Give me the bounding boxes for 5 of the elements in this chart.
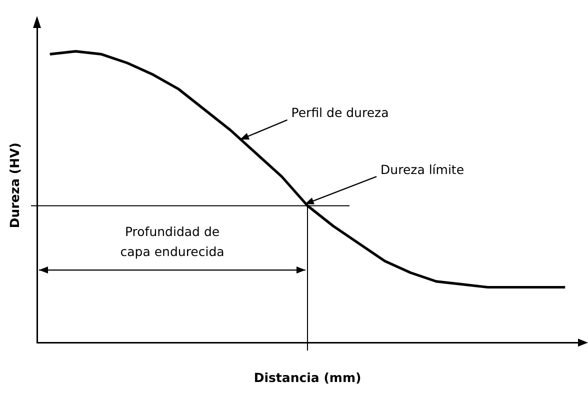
annotation: Perfil de dureza <box>291 104 389 122</box>
annotation: Dureza límite <box>380 160 464 179</box>
annotation: Profundidad de capa endurecida <box>120 223 224 262</box>
x-axis-title: Distancia (mm) <box>254 370 362 385</box>
y-axis-title: Dureza (HV) <box>6 142 22 228</box>
